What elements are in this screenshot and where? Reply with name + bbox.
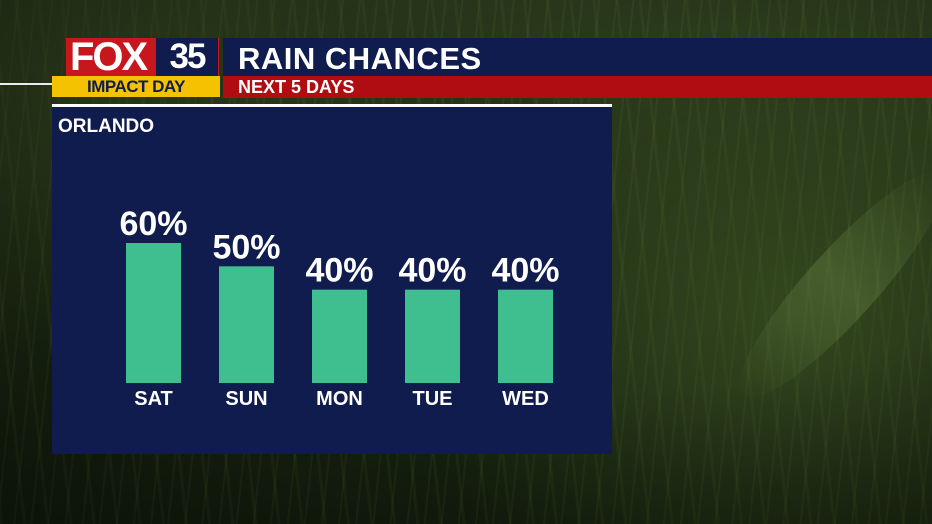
chart-panel: ORLANDO 60% SAT 50% SUN 40% MON 40% TUE 40% WED	[52, 104, 612, 454]
value-label-sun: 50%	[212, 228, 280, 266]
location-label: ORLANDO	[58, 116, 155, 137]
impact-day-badge: IMPACT DAY	[52, 76, 220, 97]
category-label-wed: WED	[502, 388, 549, 410]
value-label-tue: 40%	[398, 252, 466, 290]
bar-sun	[219, 266, 274, 383]
category-label-mon: MON	[316, 388, 363, 410]
value-label-mon: 40%	[305, 252, 373, 290]
top-rule	[0, 83, 60, 85]
category-label-tue: TUE	[413, 388, 453, 410]
value-label-sat: 60%	[119, 205, 187, 243]
chart-title: RAIN CHANCES	[238, 41, 482, 76]
category-label-sun: SUN	[225, 388, 267, 410]
category-label-sat: SAT	[134, 388, 173, 410]
value-label-wed: 40%	[491, 252, 559, 290]
logo-channel: 35	[156, 38, 218, 76]
bar-tue	[405, 289, 460, 383]
chart-subtitle: NEXT 5 DAYS	[238, 77, 355, 97]
title-bar: RAIN CHANCES	[223, 38, 932, 76]
bar-mon	[312, 289, 367, 383]
rain-chance-chart: 60% SAT 50% SUN 40% MON 40% TUE 40% WED	[119, 205, 559, 410]
station-logo: FOX 35	[66, 35, 219, 79]
subtitle-bar: NEXT 5 DAYS	[223, 76, 932, 98]
bar-sat	[126, 243, 181, 383]
bar-wed	[498, 289, 553, 383]
logo-brand: FOX	[70, 35, 148, 79]
